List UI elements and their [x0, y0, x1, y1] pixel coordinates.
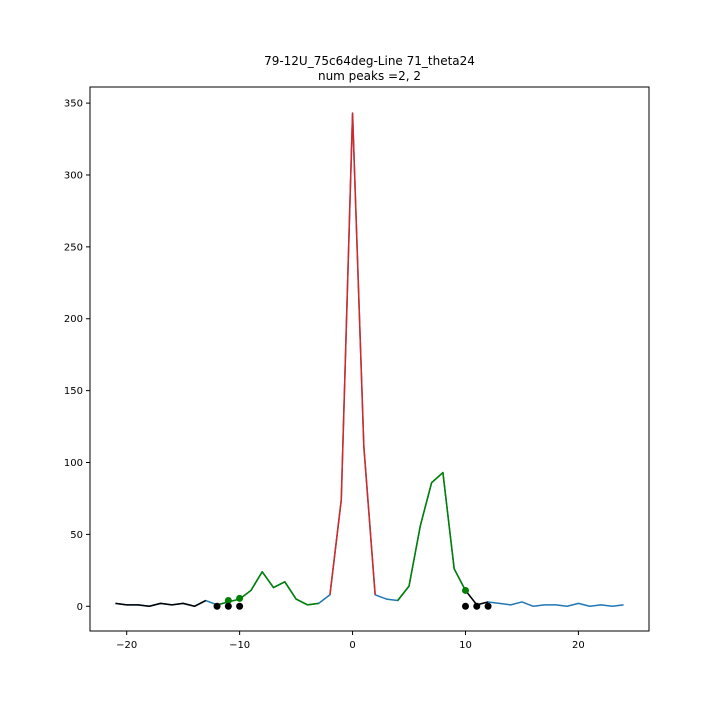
x-tick-label: −20 [116, 640, 137, 651]
y-tick-label: 300 [64, 170, 83, 181]
marker-point [461, 602, 469, 610]
series-line-0 [115, 112, 624, 608]
marker-layer [213, 586, 492, 610]
y-tick-label: 250 [64, 242, 83, 253]
series-layer [115, 112, 624, 608]
series-line-3 [216, 571, 319, 606]
y-tick-label: 350 [64, 99, 83, 110]
marker-point [224, 602, 232, 610]
chart-title: 79-12U_75c64deg-Line 71_theta24 [264, 54, 475, 68]
x-tick-label: 10 [459, 640, 472, 651]
series-line-5 [329, 112, 376, 595]
marker-point [213, 602, 221, 610]
chart-subtitle: num peaks =2, 2 [317, 69, 422, 83]
marker-point [224, 597, 232, 605]
marker-point [236, 594, 244, 602]
marker-point [461, 586, 469, 594]
y-tick-label: 150 [64, 386, 83, 397]
series-line-4 [397, 471, 467, 601]
series-line-1 [115, 599, 207, 608]
y-tick-label: 200 [64, 314, 83, 325]
x-axis: −20 −10 0 10 20 [116, 631, 585, 651]
series-line-2 [464, 589, 489, 606]
y-tick-label: 0 [77, 602, 83, 613]
y-tick-label: 100 [64, 458, 83, 469]
y-axis: 0 50 100 150 200 250 300 350 [64, 99, 90, 613]
marker-point [484, 602, 492, 610]
x-tick-label: −10 [229, 640, 250, 651]
plot-frame [89, 86, 650, 632]
y-tick-label: 50 [70, 530, 83, 541]
marker-point [473, 602, 481, 610]
x-tick-label: 20 [572, 640, 585, 651]
marker-point [236, 602, 244, 610]
x-tick-label: 0 [349, 640, 355, 651]
